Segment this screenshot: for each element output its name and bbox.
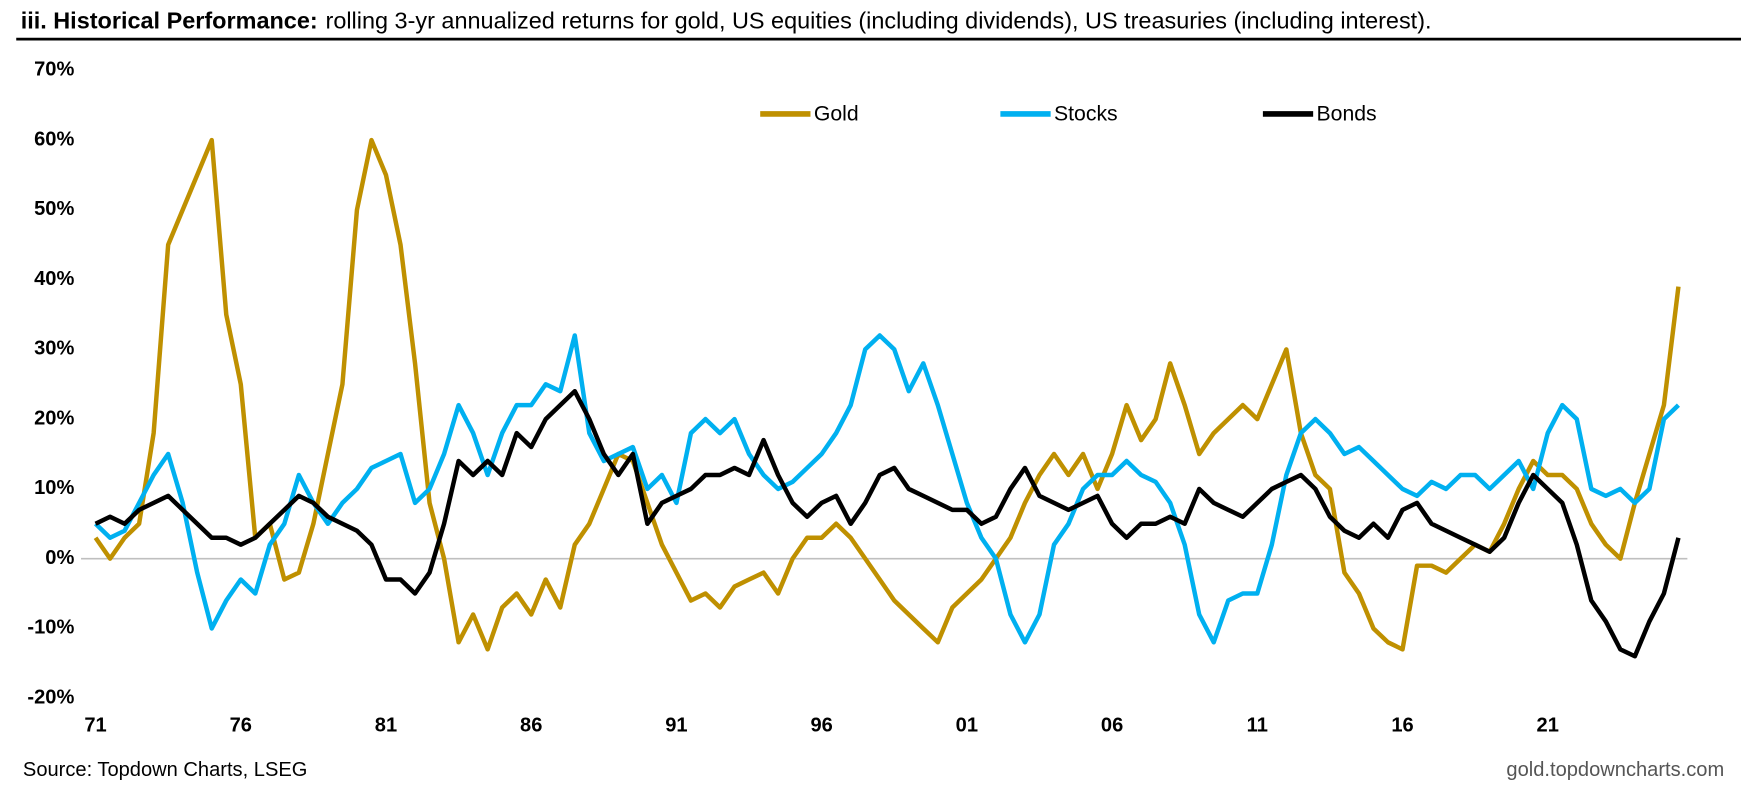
chart-subtitle: rolling 3-yr annualized returns for gold… — [326, 8, 1432, 34]
y-tick-label: -10% — [27, 617, 74, 639]
x-tick-label: 96 — [810, 714, 832, 736]
source: Source: Topdown Charts, LSEG — [23, 759, 307, 781]
legend-label: Gold — [814, 103, 859, 126]
y-tick-label: 50% — [34, 198, 74, 220]
legend-label: Bonds — [1317, 103, 1377, 126]
x-tick-label: 11 — [1247, 714, 1268, 736]
x-tick-label: 06 — [1101, 714, 1123, 736]
y-tick-label: 70% — [34, 59, 74, 81]
y-tick-label: 10% — [34, 477, 74, 499]
x-tick-label: 16 — [1391, 714, 1413, 736]
legend-label: Stocks — [1054, 103, 1118, 126]
y-tick-label: 40% — [34, 268, 74, 290]
header: iii. Historical Performance: rolling 3-yr… — [21, 8, 1432, 34]
x-tick-label: 71 — [84, 714, 106, 736]
x-tick-label: 01 — [956, 714, 978, 736]
y-tick-label: 0% — [45, 547, 74, 569]
x-tick-label: 81 — [375, 714, 397, 736]
x-tick-label: 21 — [1537, 714, 1559, 736]
series-line — [93, 137, 1681, 652]
y-tick-label: 20% — [34, 407, 74, 429]
series-line — [94, 388, 1681, 659]
credit: gold.topdowncharts.com — [1506, 759, 1724, 781]
x-tick-label: 76 — [230, 714, 252, 736]
x-tick-label: 86 — [520, 714, 542, 736]
series-line — [94, 333, 1680, 645]
chart-title: iii. Historical Performance: — [21, 8, 318, 34]
y-tick-label: 60% — [34, 128, 74, 150]
y-tick-label: -20% — [27, 686, 74, 708]
x-tick-label: 91 — [665, 714, 687, 736]
y-tick-label: 30% — [34, 338, 74, 360]
